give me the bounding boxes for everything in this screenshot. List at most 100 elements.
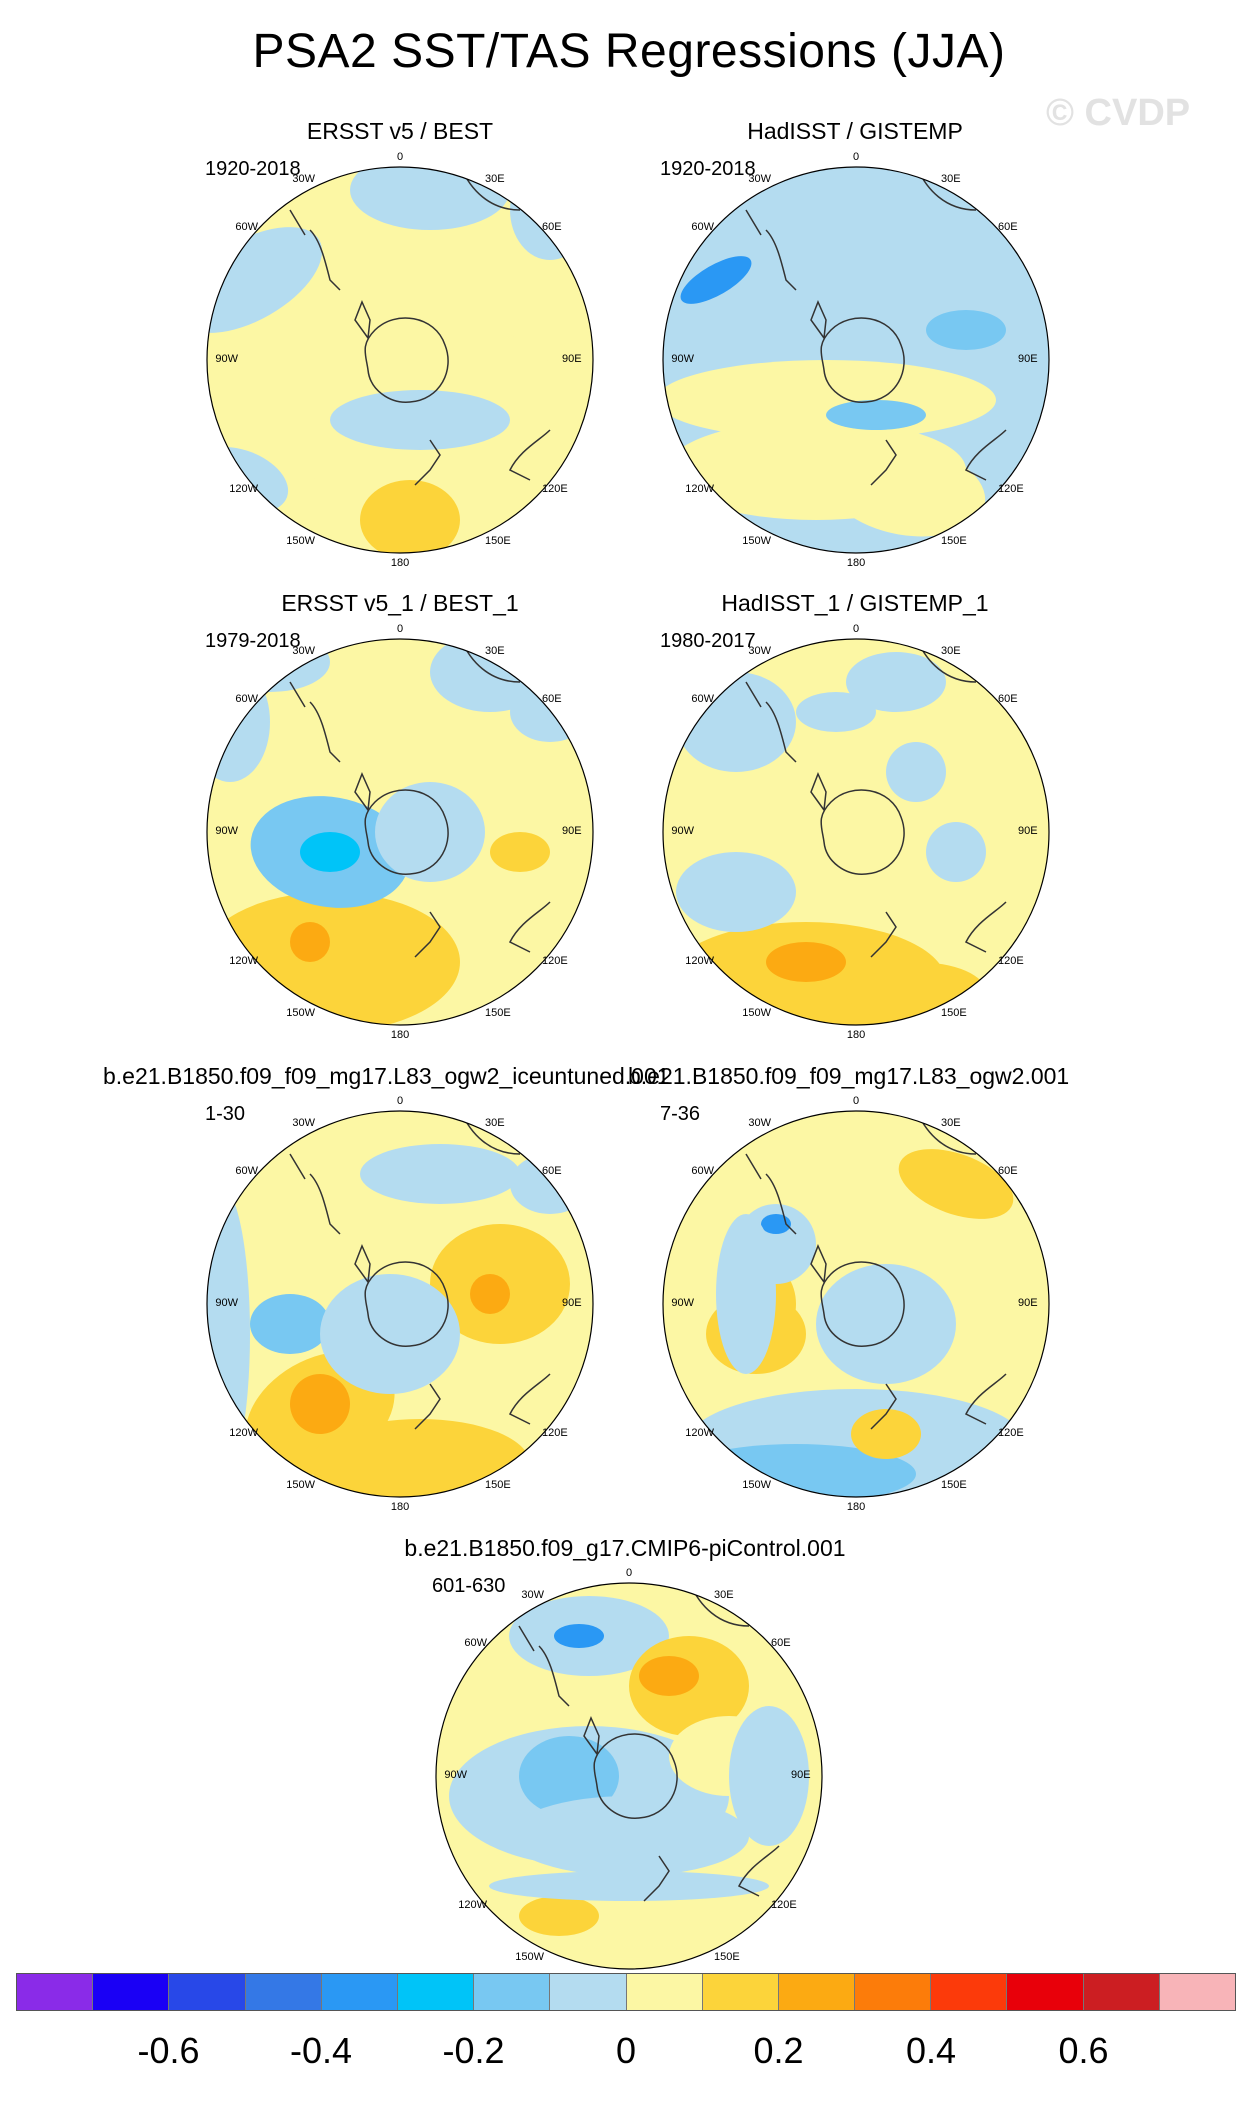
panel-6-years: 7-36 (660, 1103, 701, 1125)
anomaly-region (846, 652, 946, 712)
longitude-label: 150W (286, 535, 315, 547)
anomaly-region (290, 922, 330, 962)
colorbar-swatch (93, 1974, 170, 2010)
antarctica-coastline (810, 772, 905, 875)
longitude-label: 150E (714, 1951, 740, 1963)
longitude-label: 90W (671, 825, 694, 837)
colorbar-swatch (245, 1974, 322, 2010)
anomaly-region (680, 256, 752, 304)
anomaly-region (210, 639, 330, 692)
colorbar-swatch (1007, 1974, 1084, 2010)
australia-coastline (508, 901, 551, 953)
longitude-label: 60W (235, 221, 258, 233)
south-america-coastline (289, 1153, 341, 1235)
colorbar-swatch (855, 1974, 932, 2010)
longitude-label: 90W (671, 1297, 694, 1309)
longitude-label: 90W (444, 1769, 467, 1781)
longitude-label: 180 (391, 1029, 409, 1041)
longitude-label: 30E (714, 1589, 734, 1601)
antarctica-coastline (810, 300, 905, 403)
colorbar-tick-label: 0.2 (753, 2030, 804, 2071)
australia-coastline (508, 1373, 551, 1425)
map-border (206, 638, 594, 1026)
antarctica-coastline (354, 772, 449, 875)
colorbar-swatch (626, 1974, 703, 2010)
map-border (206, 1110, 594, 1498)
longitude-label: 120E (998, 1427, 1024, 1439)
australia-coastline (964, 429, 1007, 481)
panel-2-title: HadISST / GISTEMP (747, 118, 963, 144)
anomaly-region (926, 310, 1006, 350)
longitude-label: 120W (229, 483, 258, 495)
longitude-label: 120E (542, 955, 568, 967)
panel-4-title: HadISST_1 / GISTEMP_1 (721, 590, 989, 616)
anomaly-region (320, 1274, 460, 1394)
regression-field (436, 1583, 822, 1969)
anomaly-region (761, 1214, 791, 1234)
australia-coastline (737, 1845, 780, 1897)
longitude-label: 30E (485, 1117, 505, 1129)
colorbar-tick-label: 0.4 (905, 2030, 957, 2071)
colorbar-swatch (1159, 1974, 1235, 2010)
longitude-label: 120E (998, 955, 1024, 967)
regression-field (663, 1111, 1049, 1497)
longitude-label: 150E (485, 535, 511, 547)
new-zealand-coastline (414, 1383, 441, 1430)
longitude-label: 180 (391, 557, 409, 569)
panel-4-years: 1980-2017 (660, 630, 756, 652)
panel-5-years: 1-30 (205, 1103, 246, 1125)
australia-coastline (964, 1373, 1007, 1425)
cvdp-watermark: © CVDP (1046, 92, 1191, 134)
new-zealand-coastline (870, 1383, 897, 1430)
anomaly-region (490, 832, 550, 872)
anomaly-region (489, 1871, 769, 1901)
antarctica-coastline (354, 300, 449, 403)
new-zealand-coastline (870, 911, 897, 958)
longitude-label: 30E (941, 173, 961, 185)
anomaly-region (510, 1154, 590, 1214)
map-border (435, 1582, 823, 1970)
colorbar-tick-label: -0.6 (137, 2030, 200, 2071)
colorbar-swatch (778, 1974, 856, 2010)
longitude-label: 90W (215, 353, 238, 365)
south-america-coastline (745, 681, 797, 763)
longitude-label: 150W (742, 535, 771, 547)
longitude-label: 0 (853, 151, 859, 163)
anomaly-region (766, 942, 846, 982)
south-america-coastline (518, 1625, 570, 1707)
panel-7-title: b.e21.B1850.f09_g17.CMIP6-piControl.001 (404, 1535, 846, 1561)
anomaly-region (886, 742, 946, 802)
south-america-coastline (289, 681, 341, 763)
anomaly-region (676, 852, 796, 932)
figure-title: PSA2 SST/TAS Regressions (JJA) (252, 25, 1006, 78)
longitude-label: 60E (998, 1165, 1018, 1177)
longitude-label: 90E (1018, 1297, 1038, 1309)
colorbar-swatch (550, 1974, 627, 2010)
longitude-label: 30E (485, 645, 505, 657)
polar-map-6: 0 30E 60E 90E 120E 150E 180 150W 120W 90W 60W 30W (662, 1095, 1050, 1513)
longitude-label: 30W (748, 173, 771, 185)
new-zealand-coastline (414, 911, 441, 958)
anomaly-region (300, 832, 360, 872)
longitude-label: 120W (229, 955, 258, 967)
colorbar-tick-label: 0.6 (1058, 2030, 1109, 2071)
new-zealand-coastline (870, 439, 897, 486)
longitude-label: 90E (562, 353, 582, 365)
longitude-label: 180 (847, 1029, 865, 1041)
antarctica-coastline (810, 1244, 905, 1347)
anomaly-region (207, 662, 270, 782)
map-border (662, 638, 1050, 1026)
longitude-label: 150W (286, 1479, 315, 1491)
anomaly-region (716, 1214, 776, 1374)
antarctica-coastline (583, 1716, 678, 1819)
longitude-label: 60E (771, 1637, 791, 1649)
map-border (662, 166, 1050, 554)
anomaly-region (826, 443, 986, 537)
anomaly-region (360, 480, 460, 553)
anomaly-region (509, 1796, 749, 1876)
anomaly-region (250, 1294, 330, 1354)
longitude-label: 60W (235, 1165, 258, 1177)
regression-field (663, 167, 1049, 553)
panel-1-years: 1920-2018 (205, 158, 301, 180)
anomaly-region (816, 1264, 956, 1384)
